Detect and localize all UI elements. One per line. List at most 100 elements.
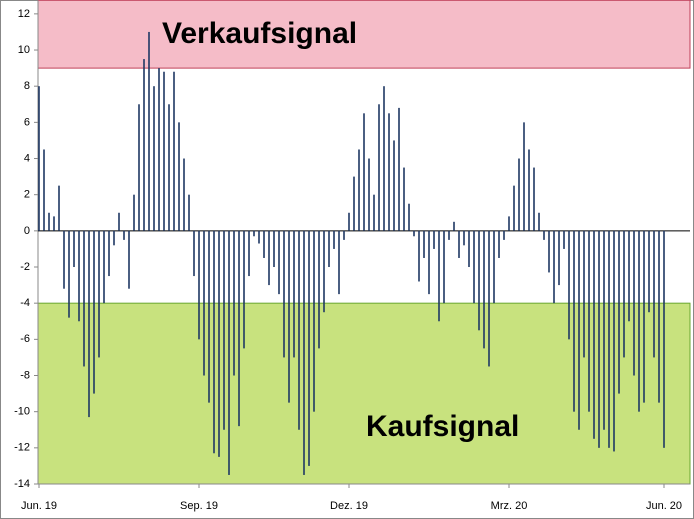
y-tick-label: -10 <box>14 406 30 418</box>
bar <box>223 230 225 430</box>
bar <box>53 216 55 231</box>
bar <box>323 230 325 313</box>
bar <box>583 230 585 358</box>
bar <box>643 230 645 403</box>
y-tick-label: -8 <box>20 369 30 381</box>
bar <box>623 230 625 358</box>
bar <box>598 230 600 448</box>
bar <box>493 230 495 304</box>
bar <box>478 230 480 331</box>
bar <box>628 230 630 322</box>
bar <box>518 158 520 231</box>
y-tick-label: 12 <box>18 8 30 20</box>
bar <box>648 230 650 313</box>
bar <box>483 230 485 349</box>
bar <box>548 230 550 273</box>
y-tick-label: 6 <box>24 116 30 128</box>
bar <box>138 104 140 231</box>
bar <box>403 167 405 231</box>
bar <box>123 230 125 240</box>
bar <box>328 230 330 268</box>
bar <box>488 230 490 367</box>
bar <box>563 230 565 249</box>
band-label: Kaufsignal <box>366 410 519 443</box>
bar <box>473 230 475 304</box>
bar <box>528 149 530 231</box>
bar <box>83 230 85 367</box>
bar <box>578 230 580 430</box>
bar <box>143 59 145 231</box>
bar <box>428 230 430 295</box>
bar <box>98 230 100 358</box>
bar <box>463 230 465 246</box>
bar <box>88 230 90 418</box>
bar <box>68 230 70 318</box>
bar <box>368 158 370 231</box>
bar <box>233 230 235 376</box>
bar <box>413 230 415 237</box>
y-tick-label: -4 <box>20 297 30 309</box>
bar <box>348 212 350 231</box>
bar <box>178 122 180 231</box>
bar <box>73 230 75 268</box>
bar <box>218 230 220 457</box>
y-tick-label: 10 <box>18 44 30 56</box>
band-label: Verkaufsignal <box>162 17 357 50</box>
bar <box>338 230 340 295</box>
y-tick-label: -12 <box>14 442 30 454</box>
bar <box>113 230 115 246</box>
bar <box>553 230 555 304</box>
bar <box>388 113 390 231</box>
bar <box>363 113 365 231</box>
bar <box>228 230 230 475</box>
bar <box>58 185 60 231</box>
bar <box>148 31 150 231</box>
bar <box>208 230 210 403</box>
bar <box>103 230 105 304</box>
bar <box>268 230 270 286</box>
bar <box>448 230 450 240</box>
bar <box>603 230 605 430</box>
bar <box>128 230 130 289</box>
bar <box>193 230 195 277</box>
x-tick-label: Jun. 19 <box>21 500 57 512</box>
y-tick-label: -2 <box>20 261 30 273</box>
bar <box>293 230 295 358</box>
bar <box>408 203 410 231</box>
bar <box>343 230 345 240</box>
bar <box>198 230 200 340</box>
bar <box>468 230 470 268</box>
bar <box>523 122 525 231</box>
bar <box>638 230 640 412</box>
bar <box>213 230 215 454</box>
bar <box>398 107 400 231</box>
bar <box>618 230 620 394</box>
bar <box>588 230 590 412</box>
bar <box>188 194 190 231</box>
bar <box>273 230 275 268</box>
bar <box>253 230 255 237</box>
bar <box>278 230 280 295</box>
bar <box>248 230 250 277</box>
bar <box>38 86 40 231</box>
bar <box>333 230 335 249</box>
bar <box>318 230 320 349</box>
bar <box>288 230 290 403</box>
bar <box>308 230 310 466</box>
bar <box>48 212 50 231</box>
bar <box>168 104 170 231</box>
bar <box>633 230 635 376</box>
bar <box>498 230 500 258</box>
bar <box>613 230 615 452</box>
bar <box>653 230 655 358</box>
bar <box>378 104 380 231</box>
signal-band <box>37 302 691 485</box>
bar <box>258 230 260 244</box>
bar <box>203 230 205 376</box>
y-tick-label: -6 <box>20 333 30 345</box>
x-tick-label: Jun. 20 <box>646 500 682 512</box>
bar <box>508 216 510 231</box>
bar <box>303 230 305 475</box>
bar <box>358 149 360 231</box>
signal-band <box>37 0 691 69</box>
